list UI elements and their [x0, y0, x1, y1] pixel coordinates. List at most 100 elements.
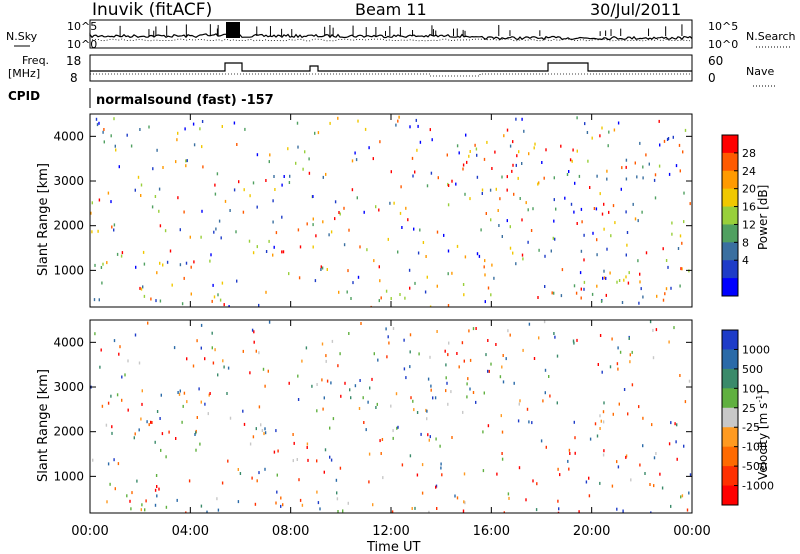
- data-cell: [553, 291, 555, 295]
- data-cell: [448, 341, 450, 345]
- data-cell: [621, 301, 624, 304]
- data-cell: [359, 245, 361, 249]
- data-cell: [378, 299, 380, 303]
- data-cell: [566, 173, 569, 176]
- data-cell: [576, 338, 578, 342]
- data-cell: [603, 227, 605, 231]
- data-cell: [258, 405, 261, 409]
- data-cell: [195, 448, 197, 452]
- data-cell: [641, 210, 643, 214]
- data-cell: [306, 446, 308, 449]
- data-cell: [337, 510, 339, 513]
- data-cell: [316, 490, 318, 494]
- data-cell: [287, 147, 289, 151]
- data-cell: [544, 368, 547, 372]
- data-cell: [445, 376, 447, 380]
- data-cell: [139, 128, 141, 131]
- data-cell: [156, 485, 158, 488]
- data-cell: [111, 431, 113, 435]
- data-cell: [599, 481, 601, 485]
- data-cell: [579, 271, 582, 275]
- data-cell: [483, 265, 485, 269]
- data-cell: [456, 144, 459, 148]
- data-cell: [103, 140, 105, 144]
- data-cell: [281, 215, 283, 219]
- data-cell: [407, 218, 409, 222]
- data-cell: [556, 354, 559, 358]
- data-cell: [667, 137, 670, 140]
- data-cell: [308, 171, 311, 175]
- data-cell: [612, 204, 615, 208]
- data-cell: [110, 394, 112, 398]
- data-cell: [399, 293, 401, 296]
- data-cell: [419, 140, 422, 144]
- data-cell: [239, 472, 242, 475]
- colorbar-swatch: [722, 188, 738, 208]
- data-cell: [321, 378, 323, 382]
- data-cell: [655, 452, 657, 455]
- data-cell: [183, 391, 186, 395]
- data-cell: [543, 320, 546, 324]
- data-cell: [242, 349, 244, 353]
- data-cell: [159, 299, 162, 303]
- data-cell: [642, 416, 644, 420]
- data-cell: [596, 253, 598, 257]
- data-cell: [491, 167, 493, 170]
- data-cell: [338, 290, 340, 294]
- data-cell: [509, 246, 512, 250]
- data-cell: [227, 366, 230, 370]
- data-cell: [395, 392, 398, 396]
- data-cell: [427, 433, 429, 437]
- data-cell: [580, 296, 582, 300]
- data-cell: [184, 127, 186, 131]
- data-cell: [606, 169, 608, 173]
- data-cell: [426, 409, 428, 413]
- data-cell: [336, 491, 338, 495]
- data-cell: [298, 276, 301, 280]
- data-cell: [352, 281, 354, 285]
- data-cell: [297, 145, 299, 149]
- data-cell: [316, 409, 318, 413]
- data-cell: [317, 131, 320, 135]
- date-title: 30/Jul/2011: [590, 0, 681, 19]
- data-cell: [603, 269, 605, 273]
- data-cell: [171, 283, 173, 287]
- data-cell: [462, 410, 464, 414]
- data-cell: [307, 458, 309, 462]
- data-cell: [212, 283, 214, 287]
- colorbar-tick-label: 28: [742, 147, 756, 160]
- data-cell: [515, 262, 517, 266]
- data-cell: [165, 505, 168, 509]
- data-cell: [159, 261, 161, 265]
- data-cell: [429, 128, 431, 132]
- data-cell: [330, 230, 333, 234]
- power-yaxis: 4000 3000 2000 1000: [53, 129, 692, 277]
- data-cell: [603, 276, 606, 280]
- data-cell: [554, 335, 556, 339]
- data-cell: [568, 448, 571, 452]
- data-cell: [256, 153, 259, 157]
- data-cell: [378, 265, 380, 269]
- nave-tick-top: 60: [708, 54, 723, 68]
- data-cell: [575, 291, 578, 295]
- data-cell: [525, 201, 527, 205]
- data-cell: [588, 476, 590, 480]
- data-cell: [483, 391, 485, 395]
- data-cell: [106, 500, 108, 504]
- data-cell: [560, 144, 562, 148]
- data-cell: [652, 356, 655, 360]
- data-cell: [553, 332, 555, 335]
- data-cell: [679, 169, 681, 173]
- xaxis-tick-label: 00:00: [673, 524, 710, 539]
- data-cell: [355, 158, 358, 162]
- data-cell: [487, 369, 489, 373]
- data-cell: [594, 422, 597, 426]
- data-cell: [379, 140, 381, 144]
- data-cell: [145, 499, 147, 503]
- data-cell: [680, 495, 682, 499]
- data-cell: [412, 399, 414, 403]
- data-cell: [509, 333, 511, 337]
- data-cell: [272, 199, 274, 203]
- data-cell: [622, 509, 624, 513]
- data-cell: [200, 504, 203, 508]
